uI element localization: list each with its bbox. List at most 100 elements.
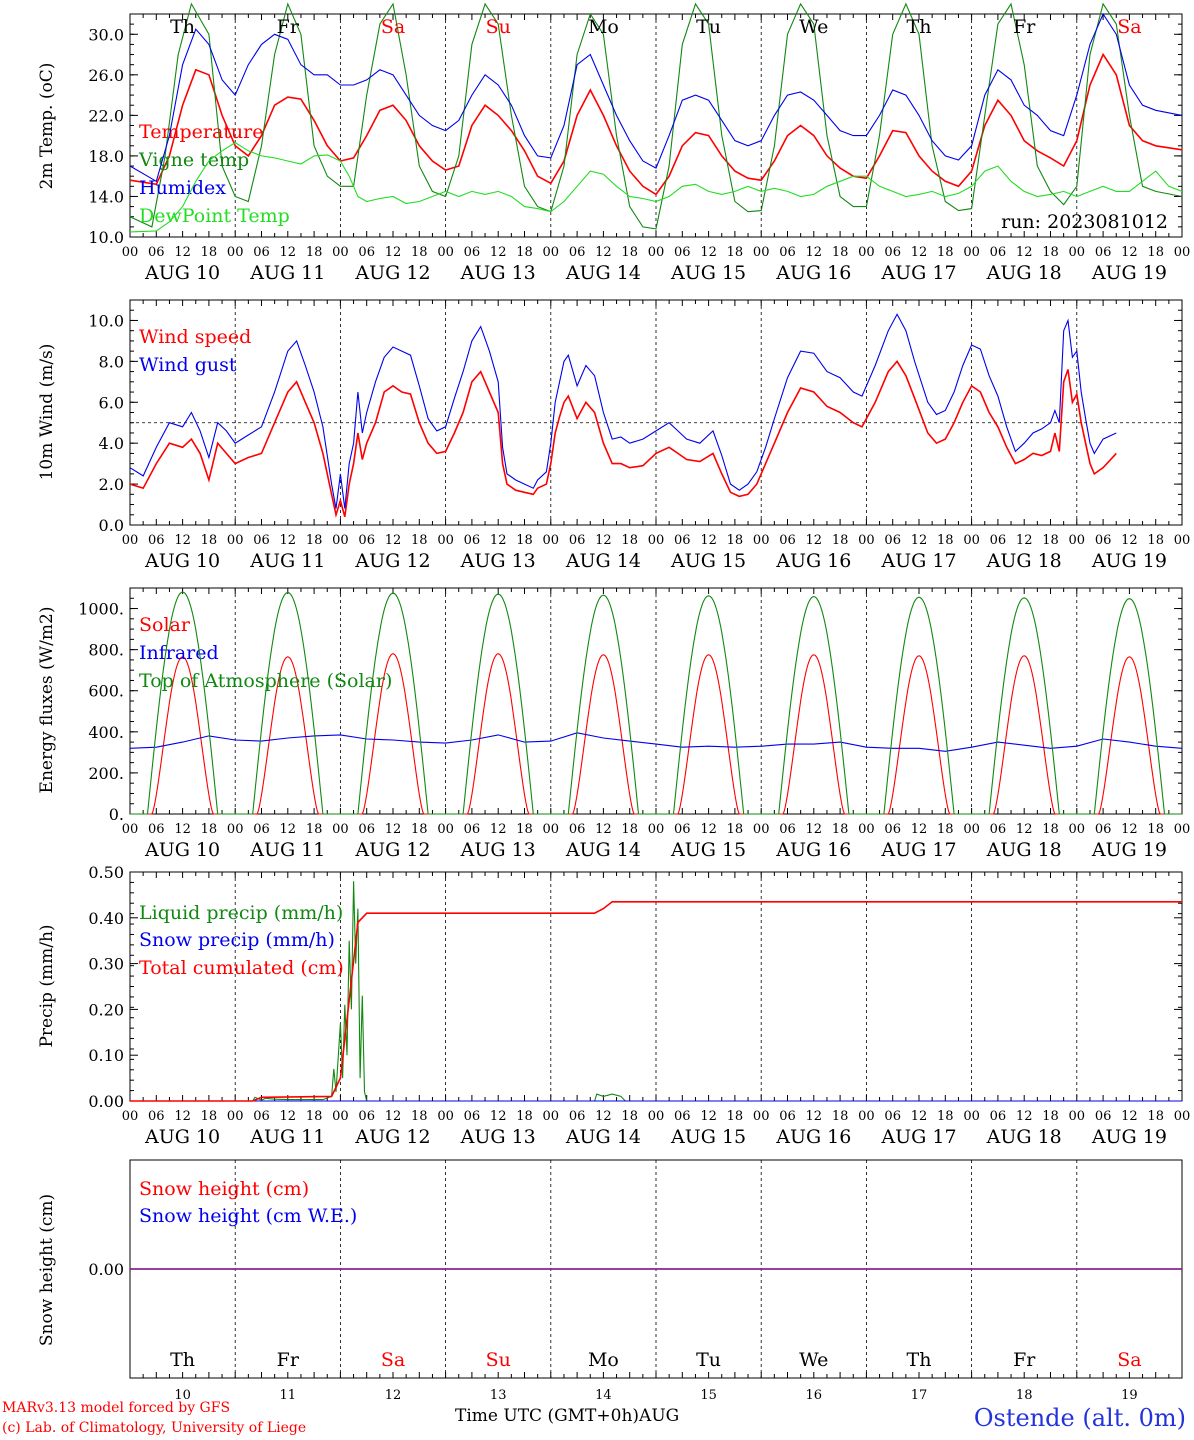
y-tick-label: 0. <box>109 805 124 824</box>
hour-label: 06 <box>674 822 691 837</box>
hour-label: 00 <box>543 245 560 260</box>
hour-label: 06 <box>779 245 796 260</box>
hour-label: 18 <box>1147 822 1164 837</box>
date-label: AUG 10 <box>144 1126 220 1148</box>
hour-label: 06 <box>1095 1109 1112 1124</box>
hour-label: 06 <box>990 245 1007 260</box>
date-label: AUG 15 <box>670 262 746 284</box>
station-name: Ostende (alt. 0m) <box>973 1404 1186 1432</box>
weekday-label: Tu <box>696 1349 721 1371</box>
weekday-label: Mo <box>588 1349 619 1371</box>
legend-snow-height-cm-w-e: Snow height (cm W.E.) <box>139 1205 357 1227</box>
date-label: AUG 16 <box>775 839 851 861</box>
hour-label: 00 <box>437 822 454 837</box>
y-tick-label: 0.0 <box>99 516 124 535</box>
hour-label: 18 <box>727 822 744 837</box>
date-label: AUG 14 <box>565 550 641 572</box>
hour-label: 00 <box>227 1109 244 1124</box>
y-tick-label: 14.0 <box>88 187 124 206</box>
hour-label: 18 <box>937 245 954 260</box>
hour-label: 12 <box>174 533 191 548</box>
legend-solar: Solar <box>139 614 191 636</box>
hour-label: 00 <box>1174 245 1191 260</box>
hour-label: 00 <box>1069 822 1086 837</box>
weekday-label: Tu <box>696 16 721 38</box>
hour-label: 18 <box>201 533 218 548</box>
hour-label: 12 <box>806 533 823 548</box>
hour-label: 00 <box>753 1109 770 1124</box>
y-tick-label: 0.00 <box>88 1092 124 1111</box>
date-label: AUG 11 <box>249 550 325 572</box>
hour-label: 18 <box>516 1109 533 1124</box>
date-label: AUG 13 <box>460 550 536 572</box>
hour-label: 18 <box>516 822 533 837</box>
x-axis-title: Time UTC (GMT+0h)AUG <box>455 1406 680 1426</box>
date-label: AUG 18 <box>986 839 1062 861</box>
hour-label: 00 <box>648 533 665 548</box>
day-number-label: 15 <box>700 1388 717 1403</box>
hour-label: 18 <box>937 533 954 548</box>
hour-label: 00 <box>437 533 454 548</box>
hour-label: 00 <box>437 1109 454 1124</box>
hour-label: 00 <box>332 533 349 548</box>
hour-label: 06 <box>569 533 586 548</box>
hour-label: 00 <box>1069 245 1086 260</box>
y-tick-label: 0.30 <box>88 955 124 974</box>
series-line-humidex <box>129 12 1183 183</box>
hour-label: 00 <box>858 822 875 837</box>
hour-label: 06 <box>884 245 901 260</box>
date-label: AUG 18 <box>986 1126 1062 1148</box>
weekday-label: Fr <box>1013 1349 1036 1371</box>
hour-label: 06 <box>358 1109 375 1124</box>
date-label: AUG 14 <box>565 839 641 861</box>
hour-label: 18 <box>306 533 323 548</box>
hour-label: 18 <box>411 245 428 260</box>
hour-label: 00 <box>122 1109 139 1124</box>
hour-label: 18 <box>1147 1109 1164 1124</box>
hour-label: 18 <box>306 1109 323 1124</box>
hour-label: 06 <box>148 245 165 260</box>
hour-label: 06 <box>990 1109 1007 1124</box>
weekday-label: Fr <box>1013 16 1036 38</box>
hour-label: 00 <box>227 533 244 548</box>
y-tick-label: 4.0 <box>99 434 124 453</box>
date-label: AUG 16 <box>775 262 851 284</box>
hour-label: 18 <box>832 822 849 837</box>
y-tick-label: 0.00 <box>88 1260 124 1279</box>
legend-top-of-atmosphere-solar: Top of Atmosphere (Solar) <box>139 670 392 692</box>
day-number-label: 18 <box>1016 1388 1033 1403</box>
hour-label: 18 <box>1042 245 1059 260</box>
hour-label: 00 <box>648 822 665 837</box>
hour-label: 06 <box>674 245 691 260</box>
hour-label: 00 <box>753 533 770 548</box>
panel-precip: 0.00 0.10 0.20 0.30 0.40 0.50 Precip (mm/h) Liq… <box>37 863 1190 1148</box>
hour-label: 18 <box>937 822 954 837</box>
hour-label: 18 <box>621 245 638 260</box>
hour-label: 06 <box>253 533 270 548</box>
series-line-liquid-precip-mm-h <box>130 881 1182 1102</box>
weekday-label: Th <box>170 1349 195 1371</box>
hour-label: 12 <box>385 1109 402 1124</box>
hour-label: 18 <box>1147 245 1164 260</box>
hour-label: 12 <box>1016 822 1033 837</box>
weekday-label: We <box>799 1349 828 1371</box>
hour-label: 12 <box>385 822 402 837</box>
hour-label: 06 <box>779 822 796 837</box>
hour-label: 12 <box>385 533 402 548</box>
hour-label: 00 <box>227 822 244 837</box>
date-label: AUG 12 <box>354 550 430 572</box>
hour-label: 12 <box>700 1109 717 1124</box>
hour-label: 00 <box>858 533 875 548</box>
date-label: AUG 19 <box>1091 262 1167 284</box>
date-label: AUG 19 <box>1091 550 1167 572</box>
hour-label: 18 <box>832 533 849 548</box>
hour-label: 06 <box>358 245 375 260</box>
hour-label: 18 <box>411 1109 428 1124</box>
hour-label: 00 <box>963 1109 980 1124</box>
y-tick-label: 2.0 <box>99 475 124 494</box>
date-label: AUG 17 <box>880 839 956 861</box>
hour-label: 06 <box>464 533 481 548</box>
lab-credit: (c) Lab. of Climatology, University of L… <box>2 1420 307 1436</box>
hour-label: 18 <box>201 822 218 837</box>
panel-frame <box>129 13 1183 238</box>
